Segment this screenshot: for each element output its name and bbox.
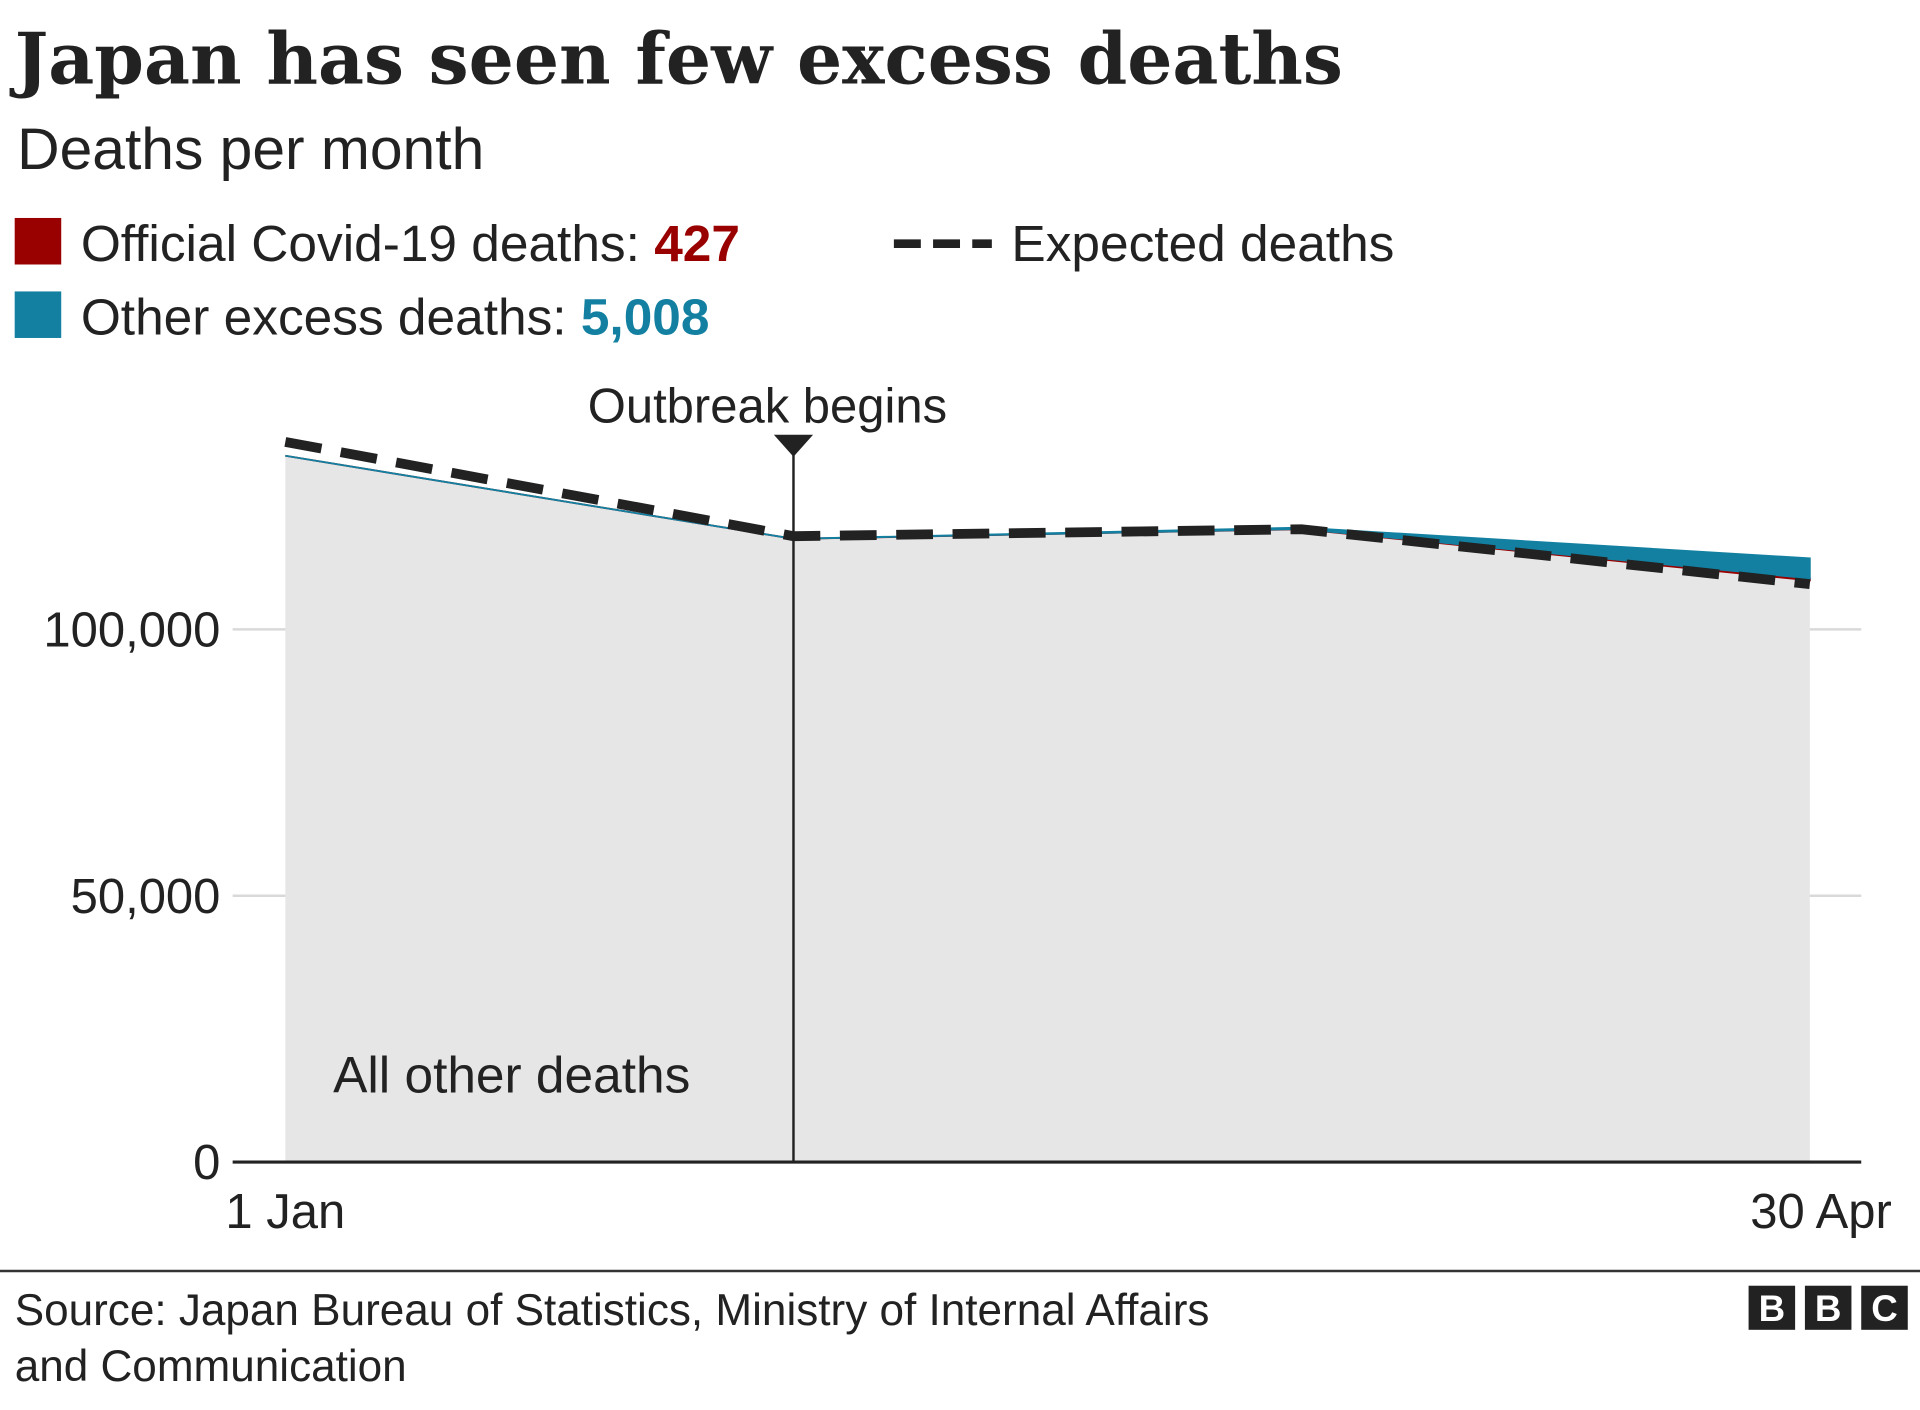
outbreak-label: Outbreak begins bbox=[588, 379, 947, 433]
legend-swatch-covid bbox=[14, 217, 62, 265]
legend-covid: Official Covid-19 deaths: 427 bbox=[81, 214, 740, 272]
all-other-deaths-label: All other deaths bbox=[333, 1045, 690, 1103]
svg-text:C: C bbox=[1871, 1288, 1898, 1329]
bbc-logo: B B C bbox=[1748, 1285, 1908, 1330]
svg-text:B: B bbox=[1759, 1288, 1786, 1329]
area-other-excess-deaths bbox=[285, 454, 1811, 580]
plot-area: 0 50,000 100,000 1 Jan 30 Apr bbox=[43, 434, 1892, 1239]
legend-swatch-other-excess bbox=[14, 291, 62, 338]
x-tick-label: 1 Jan bbox=[225, 1185, 345, 1239]
legend-other-excess: Other excess deaths: 5,008 bbox=[81, 287, 710, 345]
source-line-1: Source: Japan Bureau of Statistics, Mini… bbox=[15, 1286, 1210, 1335]
area-all-other-deaths bbox=[285, 455, 1810, 1163]
legend-other-excess-value: 5,008 bbox=[581, 287, 710, 345]
expected-deaths-line bbox=[284, 437, 1811, 589]
outbreak-marker-icon bbox=[773, 434, 814, 457]
legend-covid-label: Official Covid-19 deaths: bbox=[81, 214, 654, 272]
legend-covid-value: 427 bbox=[654, 214, 740, 272]
x-tick-label: 30 Apr bbox=[1750, 1185, 1892, 1239]
y-tick-label: 0 bbox=[193, 1136, 220, 1190]
y-tick-label: 100,000 bbox=[43, 604, 220, 658]
y-tick-label: 50,000 bbox=[71, 870, 221, 924]
svg-text:B: B bbox=[1815, 1288, 1842, 1329]
chart-title: Japan has seen few excess deaths bbox=[9, 16, 1343, 100]
legend-other-excess-label: Other excess deaths: bbox=[81, 287, 581, 345]
source-line-2: and Communication bbox=[15, 1342, 407, 1391]
legend-expected: Expected deaths bbox=[1011, 214, 1394, 272]
chart-subtitle: Deaths per month bbox=[17, 117, 484, 182]
